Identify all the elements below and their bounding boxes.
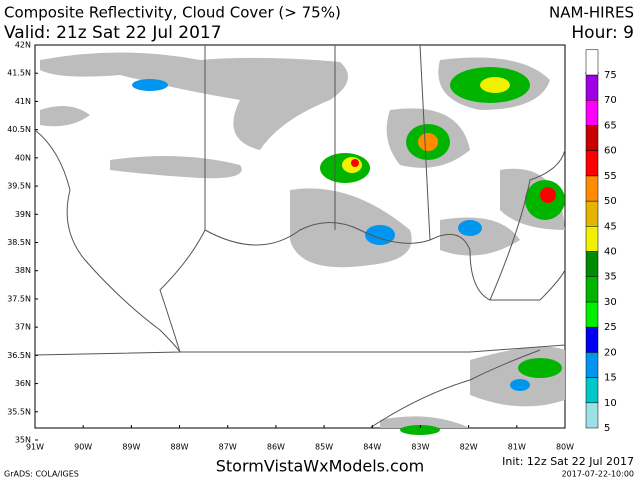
site-name: StormVistaWxModels.com [216,457,424,476]
colorbar-label: 45 [604,221,617,232]
lon-label: 89W [122,443,140,452]
colorbar-label: 60 [604,146,617,157]
colorbar-label: 50 [604,196,617,207]
lon-label: 90W [74,443,92,452]
lon-label: 83W [411,443,429,452]
init-time: Init: 12z Sat 22 Jul 2017 [502,455,634,468]
colorbar-label: 10 [604,398,617,409]
grads-credit: GrADS: COLA/IGES [4,470,79,479]
colorbar-swatch [585,402,599,429]
lon-label: 81W [508,443,526,452]
lat-label: 38.5N [7,238,31,247]
colorbar-swatch [585,99,599,126]
lat-label: 37.5N [7,294,31,303]
colorbar-swatch [585,326,599,353]
colorbar-label: 75 [604,70,617,81]
lat-label: 38N [15,266,31,275]
map-area [34,44,566,435]
cloud [380,416,470,428]
colorbar-label: 65 [604,120,617,131]
lon-label: 88W [170,443,188,452]
colorbar-swatch [585,377,599,404]
lat-label: 40.5N [7,125,31,134]
lat-label: 42N [15,41,31,50]
model: NAM-HIRES [549,4,634,22]
colorbar-swatch [585,200,599,227]
lon-label: 84W [363,443,381,452]
colorbar-label: 25 [604,322,617,333]
colorbar-label: 70 [604,95,617,106]
lat-label: 41N [15,97,31,106]
title: Composite Reflectivity, Cloud Cover (> 7… [4,4,341,22]
colorbar-label: 55 [604,171,617,182]
cloud [110,156,242,179]
colorbar-swatch [585,301,599,328]
lat-label: 37N [15,323,31,332]
colorbar-swatch [585,251,599,277]
lon-label: 80W [556,443,574,452]
timestamp: 2017-07-22-10:00 [562,470,634,479]
lat-label: 39.5N [7,182,31,191]
colorbar-swatch [585,49,599,76]
lon-label: 87W [219,443,237,452]
lat-label: 35N [15,436,31,445]
radar-echoes [132,67,565,435]
forecast-hour: Hour: 9 [571,23,634,43]
colorbar-swatch [585,226,599,252]
colorbar-swatch [585,150,599,177]
lat-labels: 42N 41.5N 41N 40.5N 40N 39.5N 39N 38.5N 38N 37.5N… [7,41,38,445]
valid-time: Valid: 21z Sat 22 Jul 2017 [4,23,222,43]
lat-label: 39N [15,210,31,219]
lat-label: 36.5N [7,351,31,360]
cloud [40,106,90,127]
colorbar-label: 5 [604,423,610,434]
colorbar-swatch [585,175,599,202]
lat-label: 35.5N [7,407,31,416]
lon-label: 82W [460,443,478,452]
lon-label: 91W [26,443,44,452]
colorbar-swatch [585,125,599,151]
lon-label: 86W [267,443,285,452]
lat-label: 36N [15,379,31,388]
colorbar-label: 30 [604,297,617,308]
colorbar-label: 15 [604,373,617,384]
colorbar-swatch [585,74,599,101]
lat-label: 41.5N [7,69,31,78]
cloud [40,52,348,150]
colorbar-swatch [585,276,599,303]
lon-label: 85W [315,443,333,452]
colorbar-label: 35 [604,272,617,283]
cloud [290,188,412,268]
lon-labels: 91W 90W 89W 88W 87W 86W 85W 84W 83W 82W 81W 80W [26,425,574,452]
colorbar-label: 40 [604,247,617,258]
lat-label: 40N [15,153,31,162]
colorbar-label: 20 [604,347,617,358]
colorbar-swatch [585,352,599,378]
colorbar: 5 10 15 20 25 30 35 40 45 50 55 60 65 70 75 [585,49,617,434]
state-borders [34,44,566,429]
